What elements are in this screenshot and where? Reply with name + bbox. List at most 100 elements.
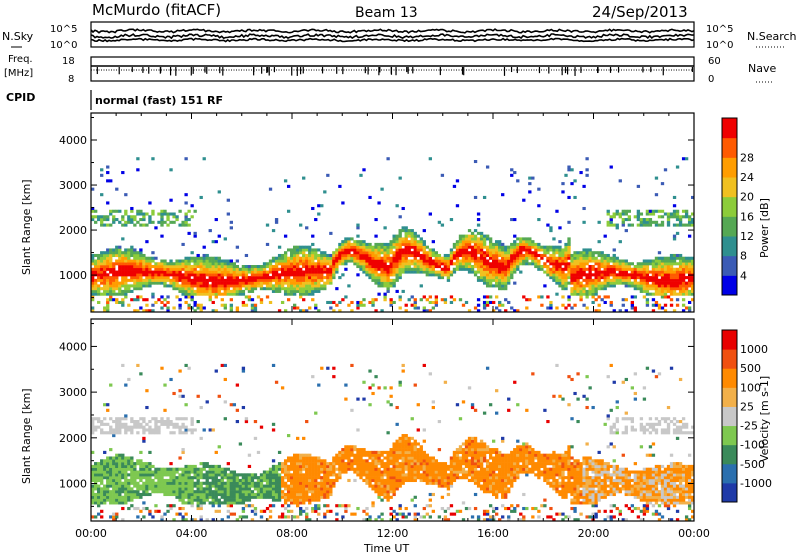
heatmap-cell: [302, 501, 306, 505]
heatmap-cell: [669, 212, 674, 216]
heatmap-cell: [488, 262, 493, 266]
heatmap-cell: [280, 284, 285, 288]
heatmap-cell: [630, 276, 634, 280]
heatmap-cell: [389, 278, 393, 282]
heatmap-cell: [675, 276, 680, 280]
heatmap-cell: [293, 490, 297, 494]
heatmap-cell: [109, 459, 113, 463]
heatmap-cell: [127, 215, 131, 219]
heatmap-cell: [594, 278, 598, 282]
heatmap-cell: [672, 284, 677, 288]
heatmap-cell: [91, 276, 95, 280]
freq-left-unit: [MHz]: [4, 68, 33, 79]
heatmap-cell: [94, 270, 98, 274]
heatmap-cell: [492, 262, 496, 266]
heatmap-cell: [187, 295, 191, 299]
heatmap-cell: [392, 470, 396, 474]
heatmap-cell: [543, 248, 547, 252]
heatmap-cell: [280, 490, 285, 494]
heatmap-cell: [184, 518, 188, 522]
heatmap-cell: [163, 512, 167, 516]
heatmap-cell: [166, 417, 170, 421]
heatmap-cell: [492, 248, 496, 252]
heatmap-cell: [184, 273, 188, 277]
heatmap-cell: [277, 478, 282, 483]
heatmap-cell: [314, 490, 318, 494]
heatmap-cell: [648, 223, 653, 227]
heatmap-cell: [558, 276, 562, 280]
heatmap-cell: [157, 470, 161, 474]
heatmap-cell: [259, 287, 264, 291]
heatmap-cell: [341, 245, 345, 249]
heatmap-cell: [621, 218, 625, 222]
heatmap-cell: [142, 256, 146, 260]
heatmap-cell: [386, 245, 390, 249]
heatmap-cell: [271, 284, 276, 288]
heatmap-cell: [139, 473, 143, 477]
heatmap-cell: [193, 284, 197, 288]
heatmap-cell: [356, 506, 360, 511]
heatmap-cell: [422, 251, 426, 255]
heatmap-cell: [314, 262, 318, 266]
heatmap-cell: [314, 476, 318, 480]
heatmap-cell: [142, 215, 146, 219]
heatmap-cell: [317, 281, 321, 285]
heatmap-cell: [654, 270, 659, 274]
heatmap-cell: [232, 490, 237, 494]
heatmap-cell: [250, 481, 255, 485]
heatmap-cell: [163, 467, 167, 471]
heatmap-cell: [597, 240, 601, 244]
heatmap-cell: [190, 428, 194, 432]
heatmap-cell: [118, 464, 122, 468]
heatmap-cell: [293, 501, 297, 505]
heatmap-cell: [350, 464, 354, 468]
heatmap-cell: [335, 459, 339, 463]
heatmap-cell: [220, 276, 224, 280]
heatmap-cell: [127, 262, 131, 266]
heatmap-cell: [124, 498, 128, 502]
heatmap-cell: [609, 273, 613, 277]
heatmap-cell: [190, 464, 194, 468]
heatmap-cell: [118, 253, 122, 258]
heatmap-cell: [473, 251, 478, 255]
heatmap-cell: [332, 484, 336, 488]
heatmap-cell: [498, 253, 502, 258]
heatmap-cell: [368, 453, 372, 457]
heatmap-cell: [675, 281, 680, 285]
heatmap-cell: [380, 470, 384, 474]
heatmap-cell: [145, 278, 149, 282]
heatmap-cell: [305, 276, 309, 280]
heatmap-cell: [94, 464, 98, 468]
heatmap-cell: [91, 470, 95, 474]
heatmap-cell: [133, 287, 137, 291]
heatmap-cell: [401, 289, 405, 293]
heatmap-cell: [492, 242, 496, 246]
heatmap-cell: [274, 287, 279, 291]
heatmap-cell: [479, 237, 484, 241]
heatmap-cell: [109, 476, 113, 480]
heatmap-cell: [675, 209, 680, 213]
heatmap-cell: [211, 281, 215, 285]
heatmap-cell: [558, 265, 562, 269]
heatmap-cell: [413, 267, 417, 271]
heatmap-cell: [627, 265, 631, 269]
heatmap-cell: [235, 281, 240, 285]
heatmap-cell: [332, 270, 336, 274]
heatmap-cell: [199, 492, 203, 497]
heatmap-cell: [395, 276, 399, 280]
heatmap-cell: [383, 251, 387, 255]
heatmap-cell: [136, 276, 140, 280]
heatmap-cell: [395, 242, 399, 246]
heatmap-cell: [320, 470, 324, 474]
heatmap-cell: [97, 470, 101, 474]
heatmap-cell: [392, 492, 396, 497]
heatmap-cell: [262, 473, 267, 477]
heatmap-cell: [274, 487, 279, 491]
heatmap-cell: [687, 215, 692, 219]
heatmap-cell: [642, 259, 647, 263]
heatmap-cell: [274, 220, 279, 224]
heatmap-cell: [413, 237, 417, 241]
heatmap-cell: [498, 300, 502, 304]
heatmap-cell: [187, 464, 191, 468]
heatmap-cell: [196, 287, 200, 291]
